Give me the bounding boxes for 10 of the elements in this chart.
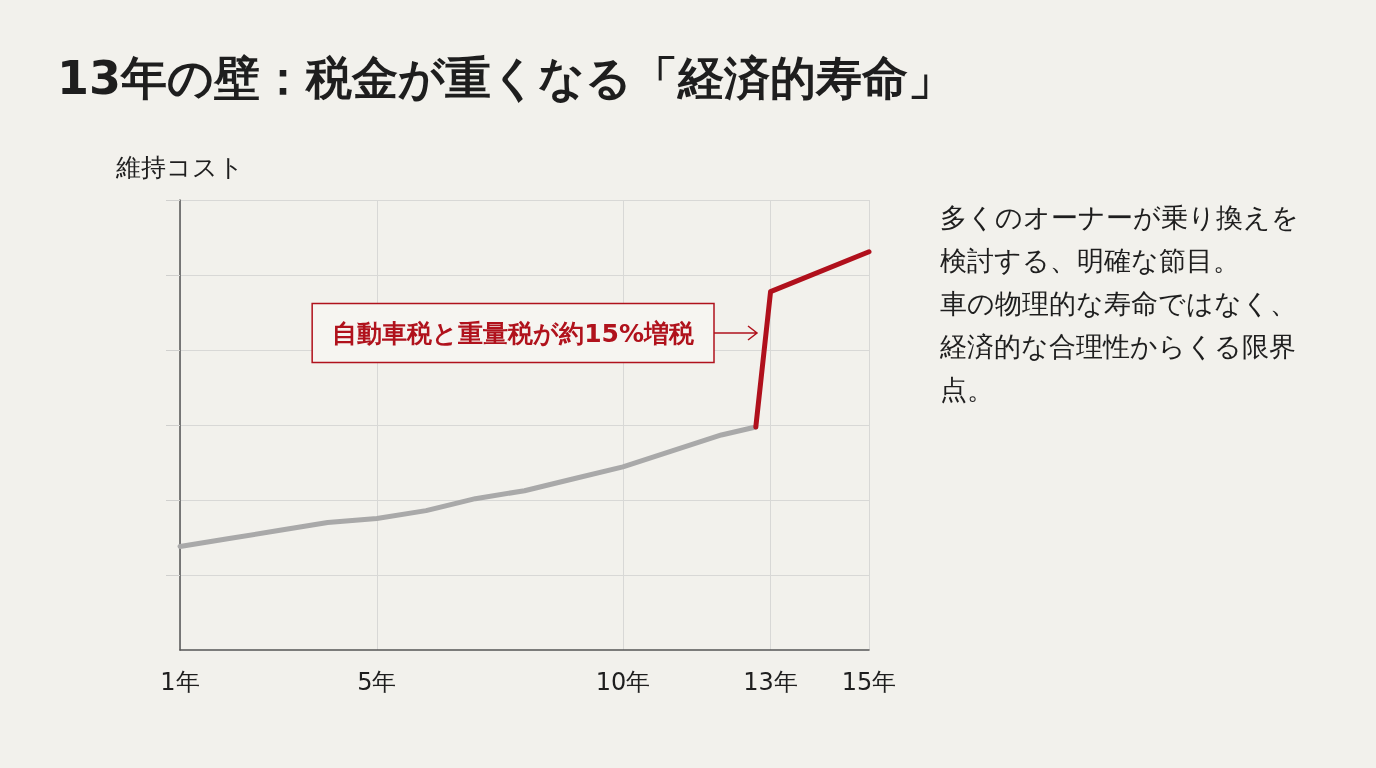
x-tick-label: 5年 <box>357 668 397 696</box>
chart-title: 13年の壁：税金が重くなる「経済的寿命」 <box>57 51 955 105</box>
x-tick-label: 13年 <box>743 668 798 696</box>
text: 多くのオーナーが乗り換えを検討する、明確な節目。 <box>940 201 1300 278</box>
annotation: 自動車税と重量税が約15%増税 <box>332 318 695 348</box>
y-axis-title: 維持コスト <box>115 153 244 182</box>
x-tick-label: 1年 <box>160 668 200 696</box>
text: 車の物理的な寿命ではなく、経済的な合理性からくる限界点。 <box>940 287 1298 407</box>
x-tick-label: 10年 <box>595 668 651 696</box>
x-tick-label: 15年 <box>841 668 897 696</box>
